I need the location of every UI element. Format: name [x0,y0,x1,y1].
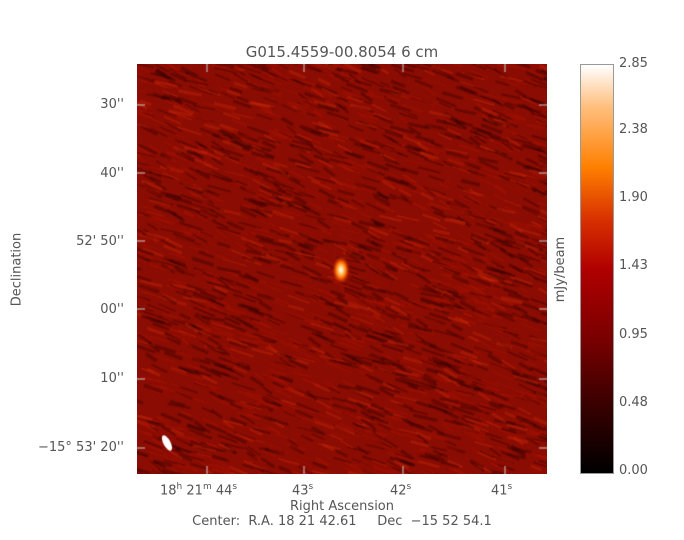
colorbar-tick: 1.43 [619,258,648,273]
x-tick-label: 41s [491,482,513,499]
x-tick-label: 43s [292,482,314,499]
colorbar-tick: 0.48 [619,395,648,410]
y-tick-label: 52' 50'' [76,234,124,249]
y-axis-label: Declination [9,232,25,307]
x-tick-minutes: 21 [186,483,203,499]
colorbar-tick: 2.38 [619,122,648,137]
y-tick-label: 30'' [100,97,124,112]
center-coordinates: Center: R.A. 18 21 42.61 Dec −15 52 54.1 [192,514,492,529]
radio-map-image [137,64,547,474]
colorbar-tick: 0.95 [619,327,648,342]
x-tick-label: 42s [390,482,412,499]
colorbar-tick: 0.00 [619,463,648,478]
y-tick-label: 00'' [100,302,124,317]
x-tick-seconds: 44 [215,483,233,499]
x-tick-hours: 18 [160,483,177,499]
y-tick-label: −15° 53' 20'' [37,440,124,455]
y-tick-label: 10'' [100,371,124,386]
colorbar-label: mJy/beam [553,236,569,303]
x-tick-label: 18h 21m 44s [160,482,238,499]
colorbar [580,64,614,474]
colorbar-tick: 2.85 [619,56,648,71]
x-axis-label: Right Ascension [290,499,394,514]
chart-title: G015.4559-00.8054 6 cm [245,43,439,61]
colorbar-tick: 1.90 [619,190,648,205]
y-tick-label: 40'' [100,166,124,181]
